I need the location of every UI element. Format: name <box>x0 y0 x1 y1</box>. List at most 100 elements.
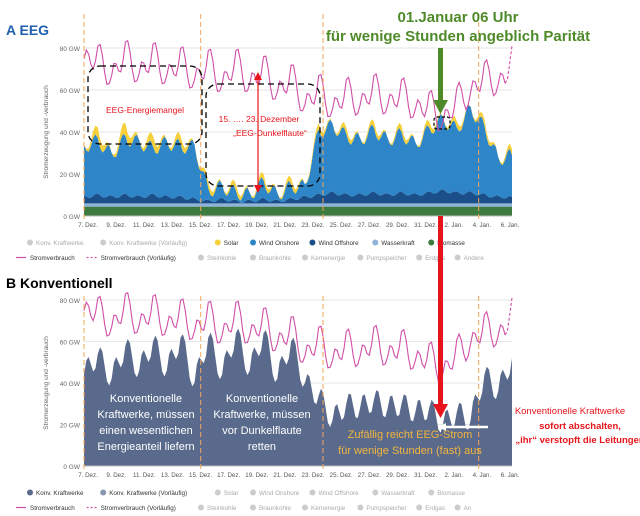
consumption-line-preliminary <box>504 45 513 84</box>
legend-item-label[interactable]: Solar <box>224 240 239 247</box>
legend-swatch[interactable] <box>309 239 316 246</box>
eeg-sufficient-line-2: für wenige Stunden (fast) aus <box>338 445 482 457</box>
area-biomasse <box>84 206 512 216</box>
consumption-line <box>83 39 506 132</box>
legend-item-label[interactable]: Pumpspeicher <box>366 505 406 512</box>
legend-item-label[interactable]: Braunkohle <box>259 505 291 512</box>
legend-swatch[interactable] <box>309 489 316 496</box>
area-konv-kraftwerke <box>84 328 512 466</box>
legend-swatch[interactable] <box>214 489 221 496</box>
legend-swatch[interactable] <box>100 239 107 246</box>
red-arrow-shaft <box>438 216 443 404</box>
legend-item-label[interactable]: Andere <box>464 255 485 262</box>
legend-swatch[interactable] <box>250 504 256 511</box>
y-tick-label: 40 GW <box>60 381 81 388</box>
x-tick-label: 23. Dez. <box>302 222 325 229</box>
legend-swatch[interactable] <box>428 489 435 496</box>
legend-swatch[interactable] <box>454 504 461 511</box>
x-tick-label: 9. Dez. <box>106 472 126 479</box>
area-wasserkraft <box>84 203 512 207</box>
legend-swatch[interactable] <box>27 489 33 496</box>
legend-item-label[interactable]: Wasserkraft <box>381 490 415 497</box>
legend-swatch[interactable] <box>416 254 423 261</box>
legend-item-label[interactable]: Konv. Kraftwerke (Vorläufig) <box>109 240 187 247</box>
x-tick-label: 2. Jan. <box>444 472 463 479</box>
conv-text-2-line-1: Konventionelle <box>226 393 298 405</box>
legend-swatch[interactable] <box>100 489 107 496</box>
legend-item-label[interactable]: Kernenergie <box>311 255 346 262</box>
legend-swatch[interactable] <box>302 254 308 261</box>
legend-item-label[interactable]: Braunkohle <box>259 255 291 262</box>
x-tick-label: 6. Jan. <box>501 222 520 229</box>
energy-shortage-box <box>87 65 203 145</box>
legend-swatch[interactable] <box>454 254 461 261</box>
legend-item-label[interactable]: Wind Onshore <box>259 240 300 247</box>
legend-item-label[interactable]: Biomasse <box>437 240 465 247</box>
x-tick-label: 31. Dez. <box>414 472 437 479</box>
legend-swatch[interactable] <box>357 254 364 261</box>
dark-doldrums-box <box>205 83 321 187</box>
legend-item-label[interactable]: An <box>464 505 472 512</box>
legend-item-label[interactable]: Solar <box>224 490 239 497</box>
legend-item-label[interactable]: Pumpspeicher <box>366 255 406 262</box>
x-tick-label: 15. Dez. <box>189 222 212 229</box>
x-tick-label: 11. Dez. <box>133 472 156 479</box>
legend-swatch[interactable] <box>27 239 33 246</box>
legend-item-label[interactable]: Wasserkraft <box>381 240 415 247</box>
legend-swatch[interactable] <box>250 239 257 246</box>
parity-arrow-shaft <box>438 48 443 100</box>
legend-item-label[interactable]: Wind Onshore <box>259 490 300 497</box>
red-arrow-head <box>433 404 448 418</box>
x-tick-label: 23. Dez. <box>302 472 325 479</box>
y-tick-label: 80 GW <box>60 46 81 53</box>
parity-arrow-head <box>433 100 448 114</box>
side-note-line-3: „ihr“ verstopft die Leitungen <box>515 435 640 446</box>
legend-swatch[interactable] <box>198 504 204 511</box>
legend-item-label[interactable]: Stromverbrauch <box>30 505 75 512</box>
y-tick-label: 60 GW <box>60 88 81 95</box>
legend-swatch[interactable] <box>302 504 308 511</box>
legend-item-label[interactable]: Konv. Kraftwerke <box>36 240 84 247</box>
area-wind-offshore <box>84 189 512 204</box>
legend-item-label[interactable]: Steinkohle <box>207 255 237 262</box>
legend-item-label[interactable]: Konv. Kraftwerke (Vorläufig) <box>109 490 187 497</box>
legend-item-label[interactable]: Erdgas <box>425 505 445 512</box>
legend-swatch[interactable] <box>250 254 256 261</box>
legend-swatch[interactable] <box>416 504 423 511</box>
legend-item-label[interactable]: Biomasse <box>437 490 465 497</box>
legend-swatch[interactable] <box>428 239 435 246</box>
x-tick-label: 21. Dez. <box>273 222 296 229</box>
x-tick-label: 15. Dez. <box>189 472 212 479</box>
y-tick-label: 20 GW <box>60 172 81 179</box>
side-note-line-2: sofort abschalten, <box>539 421 621 432</box>
x-tick-label: 19. Dez. <box>245 472 268 479</box>
conv-text-1-line-1: Konventionelle <box>110 393 182 405</box>
y-axis-title: Stromerzeugung und -verbrauch <box>43 85 50 179</box>
x-tick-label: 13. Dez. <box>161 472 184 479</box>
legend-swatch[interactable] <box>372 239 379 246</box>
legend-swatch[interactable] <box>357 504 364 511</box>
eeg-sufficient-line-1: Zufällig reicht EEG-Strom <box>348 429 473 441</box>
legend-item-label[interactable]: Steinkohle <box>207 505 237 512</box>
legend-item-label[interactable]: Stromverbrauch (Vorläufig) <box>101 505 176 512</box>
x-tick-label: 31. Dez. <box>414 222 437 229</box>
x-tick-label: 29. Dez. <box>386 472 409 479</box>
legend-item-label[interactable]: Wind Offshore <box>318 240 359 247</box>
legend-swatch[interactable] <box>250 489 257 496</box>
white-arrow-head <box>438 423 446 431</box>
legend-item-label[interactable]: Wind Offshore <box>318 490 359 497</box>
gap-arrow-up <box>254 72 262 80</box>
conv-text-1-line-3: einen wesentlichen <box>99 425 193 437</box>
x-tick-label: 9. Dez. <box>106 222 126 229</box>
legend-item-label[interactable]: Kernenergie <box>311 505 346 512</box>
legend-item-label[interactable]: Konv. Kraftwerke <box>36 490 84 497</box>
legend-item-label[interactable]: Stromverbrauch (Vorläufig) <box>101 255 176 262</box>
x-tick-label: 29. Dez. <box>386 222 409 229</box>
legend-item-label[interactable]: Erdgas <box>425 255 445 262</box>
legend-item-label[interactable]: Stromverbrauch <box>30 255 75 262</box>
consumption-line <box>83 291 506 383</box>
legend-swatch[interactable] <box>198 254 204 261</box>
legend-swatch[interactable] <box>214 239 221 246</box>
legend-swatch[interactable] <box>372 489 379 496</box>
